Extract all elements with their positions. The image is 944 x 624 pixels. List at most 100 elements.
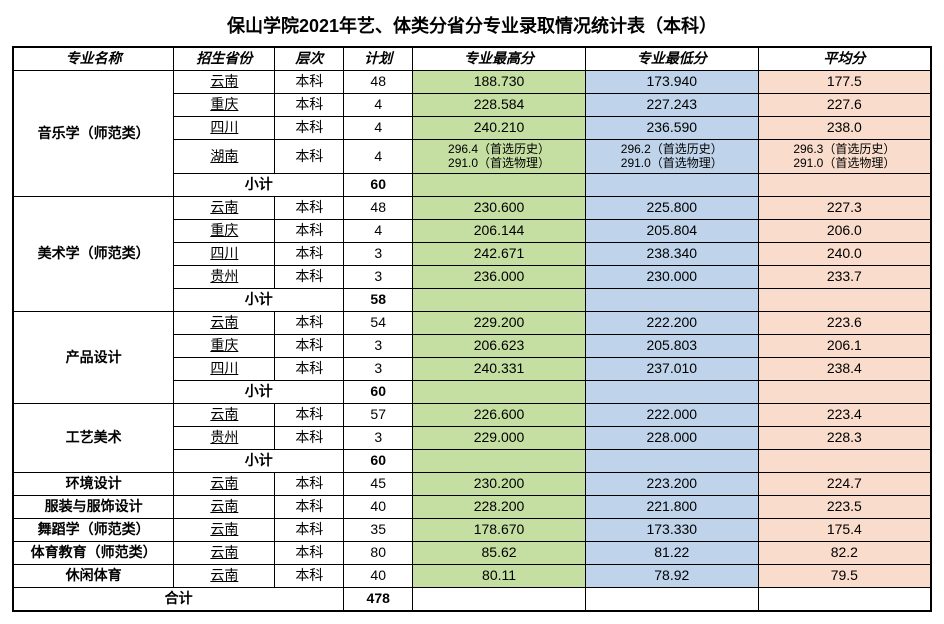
level-cell: 本科 (275, 518, 344, 541)
subtotal-avg (758, 449, 931, 472)
grand-total-plan: 478 (344, 587, 413, 611)
province-cell: 云南 (174, 472, 275, 495)
avg-cell: 227.3 (758, 196, 931, 219)
col-province: 招生省份 (174, 47, 275, 71)
plan-cell: 57 (344, 403, 413, 426)
grand-total-avg (758, 587, 931, 611)
min-cell: 205.804 (585, 219, 758, 242)
subtotal-max (413, 173, 586, 196)
col-major: 专业名称 (13, 47, 174, 71)
max-cell: 236.000 (413, 265, 586, 288)
level-cell: 本科 (275, 140, 344, 174)
min-cell: 222.200 (585, 311, 758, 334)
subtotal-plan: 60 (344, 449, 413, 472)
max-cell: 240.210 (413, 117, 586, 140)
level-cell: 本科 (275, 117, 344, 140)
major-cell: 体育教育（师范类） (13, 541, 174, 564)
min-cell: 81.22 (585, 541, 758, 564)
major-cell: 音乐学（师范类） (13, 71, 174, 197)
province-cell: 四川 (174, 117, 275, 140)
min-cell: 230.000 (585, 265, 758, 288)
subtotal-label: 小计 (174, 288, 344, 311)
avg-cell: 223.4 (758, 403, 931, 426)
major-cell: 工艺美术 (13, 403, 174, 472)
subtotal-label: 小计 (174, 173, 344, 196)
level-cell: 本科 (275, 71, 344, 94)
major-cell: 休闲体育 (13, 564, 174, 587)
avg-cell: 175.4 (758, 518, 931, 541)
admission-table: 专业名称招生省份层次计划专业最高分专业最低分平均分音乐学（师范类）云南本科481… (12, 46, 932, 612)
plan-cell: 4 (344, 117, 413, 140)
min-cell: 222.000 (585, 403, 758, 426)
major-cell: 环境设计 (13, 472, 174, 495)
subtotal-avg (758, 380, 931, 403)
min-cell: 205.803 (585, 334, 758, 357)
province-cell: 云南 (174, 564, 275, 587)
province-cell: 湖南 (174, 140, 275, 174)
min-cell: 228.000 (585, 426, 758, 449)
subtotal-label: 小计 (174, 380, 344, 403)
col-max: 专业最高分 (413, 47, 586, 71)
avg-cell: 177.5 (758, 71, 931, 94)
min-cell: 173.940 (585, 71, 758, 94)
major-cell: 美术学（师范类） (13, 196, 174, 311)
plan-cell: 40 (344, 495, 413, 518)
province-cell: 贵州 (174, 265, 275, 288)
plan-cell: 40 (344, 564, 413, 587)
min-cell: 296.2（首选历史）291.0（首选物理） (585, 140, 758, 174)
avg-cell: 227.6 (758, 94, 931, 117)
level-cell: 本科 (275, 265, 344, 288)
grand-total-min (585, 587, 758, 611)
province-cell: 重庆 (174, 219, 275, 242)
plan-cell: 4 (344, 140, 413, 174)
major-cell: 服装与服饰设计 (13, 495, 174, 518)
province-cell: 云南 (174, 311, 275, 334)
min-cell: 236.590 (585, 117, 758, 140)
max-cell: 188.730 (413, 71, 586, 94)
grand-total-label: 合计 (13, 587, 344, 611)
level-cell: 本科 (275, 426, 344, 449)
level-cell: 本科 (275, 541, 344, 564)
col-level: 层次 (275, 47, 344, 71)
avg-cell: 224.7 (758, 472, 931, 495)
level-cell: 本科 (275, 403, 344, 426)
level-cell: 本科 (275, 564, 344, 587)
subtotal-plan: 58 (344, 288, 413, 311)
level-cell: 本科 (275, 472, 344, 495)
plan-cell: 3 (344, 334, 413, 357)
max-cell: 178.670 (413, 518, 586, 541)
level-cell: 本科 (275, 311, 344, 334)
level-cell: 本科 (275, 196, 344, 219)
plan-cell: 48 (344, 196, 413, 219)
avg-cell: 238.0 (758, 117, 931, 140)
min-cell: 238.340 (585, 242, 758, 265)
plan-cell: 4 (344, 94, 413, 117)
province-cell: 重庆 (174, 334, 275, 357)
subtotal-min (585, 173, 758, 196)
max-cell: 226.600 (413, 403, 586, 426)
grand-total-max (413, 587, 586, 611)
plan-cell: 35 (344, 518, 413, 541)
max-cell: 296.4（首选历史）291.0（首选物理） (413, 140, 586, 174)
avg-cell: 82.2 (758, 541, 931, 564)
province-cell: 重庆 (174, 94, 275, 117)
province-cell: 云南 (174, 403, 275, 426)
subtotal-max (413, 288, 586, 311)
min-cell: 223.200 (585, 472, 758, 495)
province-cell: 云南 (174, 196, 275, 219)
avg-cell: 238.4 (758, 357, 931, 380)
province-cell: 贵州 (174, 426, 275, 449)
max-cell: 228.200 (413, 495, 586, 518)
subtotal-min (585, 380, 758, 403)
col-plan: 计划 (344, 47, 413, 71)
min-cell: 221.800 (585, 495, 758, 518)
subtotal-label: 小计 (174, 449, 344, 472)
level-cell: 本科 (275, 219, 344, 242)
plan-cell: 3 (344, 242, 413, 265)
avg-cell: 228.3 (758, 426, 931, 449)
subtotal-plan: 60 (344, 380, 413, 403)
max-cell: 228.584 (413, 94, 586, 117)
page-title: 保山学院2021年艺、体类分省分专业录取情况统计表（本科） (12, 12, 932, 38)
subtotal-plan: 60 (344, 173, 413, 196)
avg-cell: 79.5 (758, 564, 931, 587)
